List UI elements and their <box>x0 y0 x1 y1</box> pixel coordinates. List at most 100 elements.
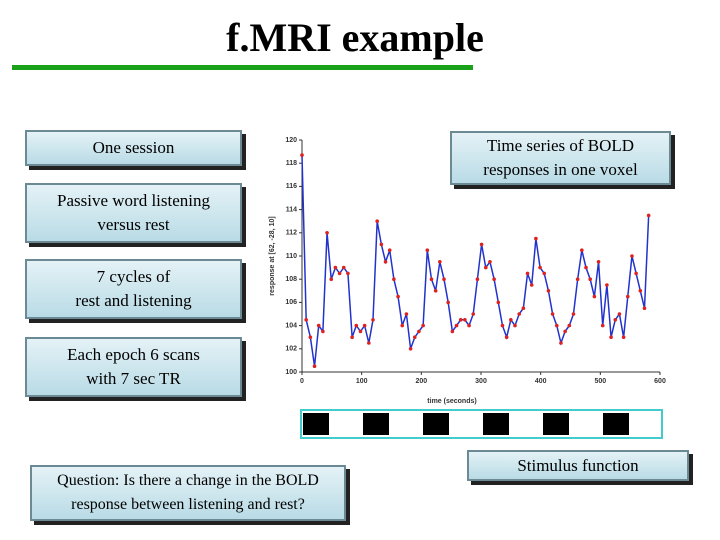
stimulus-frame <box>300 409 663 439</box>
y-tick-label: 118 <box>286 160 297 167</box>
data-point <box>646 213 651 218</box>
y-tick-label: 112 <box>286 230 297 237</box>
data-point <box>300 153 304 157</box>
data-point <box>379 242 384 247</box>
data-point <box>600 323 605 328</box>
data-point <box>621 335 626 339</box>
data-point <box>458 318 463 322</box>
box-line: response between listening and rest? <box>71 496 305 513</box>
data-point <box>504 335 509 339</box>
data-point <box>483 265 488 270</box>
data-point <box>634 271 638 276</box>
text-box: Passive word listening versus rest <box>25 183 242 243</box>
y-tick-label: 114 <box>286 206 297 213</box>
box-line: versus rest <box>97 215 170 234</box>
y-tick-label: 108 <box>285 276 297 283</box>
data-point <box>609 335 613 339</box>
data-point <box>367 341 371 345</box>
data-point <box>429 277 434 281</box>
data-point <box>605 283 609 287</box>
text-box: Time series of BOLD responses in one voxe… <box>450 131 671 185</box>
data-point <box>488 260 492 264</box>
data-point <box>400 323 405 328</box>
data-point <box>529 283 534 287</box>
data-point <box>412 335 417 339</box>
data-point <box>517 312 521 316</box>
data-point <box>630 254 634 258</box>
data-point <box>596 260 601 264</box>
x-tick-label: 200 <box>415 378 427 385</box>
y-tick-label: 116 <box>286 183 297 190</box>
data-point <box>329 277 334 281</box>
data-point <box>471 312 476 316</box>
data-point <box>575 277 580 281</box>
box-line: Each epoch 6 scans <box>67 345 200 364</box>
stimulus-blocks <box>303 413 629 435</box>
data-point <box>521 306 526 310</box>
y-tick-label: 120 <box>285 137 297 144</box>
data-point <box>304 318 308 322</box>
data-point <box>350 335 354 339</box>
x-tick-label: 300 <box>475 378 487 385</box>
data-point <box>362 323 367 328</box>
data-point <box>383 260 388 264</box>
data-point <box>642 306 647 310</box>
box-line: 7 cycles of <box>96 267 171 286</box>
x-tick-label: 600 <box>654 378 666 385</box>
data-point <box>592 294 597 299</box>
data-point <box>563 329 567 334</box>
data-point <box>450 329 455 334</box>
data-point <box>358 329 363 334</box>
data-point <box>392 277 396 281</box>
y-tick-label: 110 <box>286 253 297 260</box>
data-point <box>496 300 501 305</box>
data-point <box>312 364 317 368</box>
y-tick-label: 102 <box>285 346 297 353</box>
data-point <box>433 289 438 293</box>
x-tick-label: 0 <box>300 378 304 385</box>
y-tick-label: 100 <box>285 369 297 376</box>
box-line: Stimulus function <box>517 455 639 475</box>
data-point <box>425 248 430 252</box>
data-point <box>454 323 459 328</box>
data-point <box>479 242 484 247</box>
data-point <box>542 271 547 276</box>
data-point <box>500 323 505 328</box>
x-tick-label: 500 <box>594 378 606 385</box>
data-point <box>534 236 538 241</box>
data-point <box>446 300 450 305</box>
data-point <box>638 289 643 293</box>
data-point <box>325 231 329 235</box>
data-point <box>509 318 513 322</box>
data-point <box>554 323 559 328</box>
data-point <box>625 294 630 299</box>
data-point <box>580 248 584 252</box>
data-point <box>588 277 592 281</box>
box-line: Passive word listening <box>57 191 210 210</box>
data-point <box>550 312 555 316</box>
data-point <box>525 271 530 276</box>
data-point <box>584 265 588 270</box>
data-point <box>538 265 542 270</box>
text-box: Question: Is there a change in the BOLD r… <box>30 465 346 521</box>
x-tick-label: 400 <box>535 378 547 385</box>
text-box: Stimulus function <box>467 450 689 481</box>
data-point <box>442 277 446 281</box>
data-point <box>513 323 517 328</box>
box-line: One session <box>92 138 175 157</box>
slide-title: f.MRI example <box>226 15 484 60</box>
text-box: 7 cycles of rest and listening <box>25 259 242 319</box>
x-tick-label: 100 <box>356 378 368 385</box>
data-point <box>337 271 342 276</box>
data-point <box>571 312 576 316</box>
y-tick-label: 104 <box>285 322 297 329</box>
data-point <box>463 318 467 322</box>
data-point <box>475 277 480 281</box>
y-tick-label: 106 <box>285 299 297 306</box>
x-axis-label: time (seconds) <box>427 398 476 405</box>
box-line: responses in one voxel <box>483 160 638 179</box>
data-point <box>321 329 325 334</box>
data-point <box>417 329 421 334</box>
title-underline <box>12 65 473 70</box>
stimulus-function <box>300 409 663 439</box>
